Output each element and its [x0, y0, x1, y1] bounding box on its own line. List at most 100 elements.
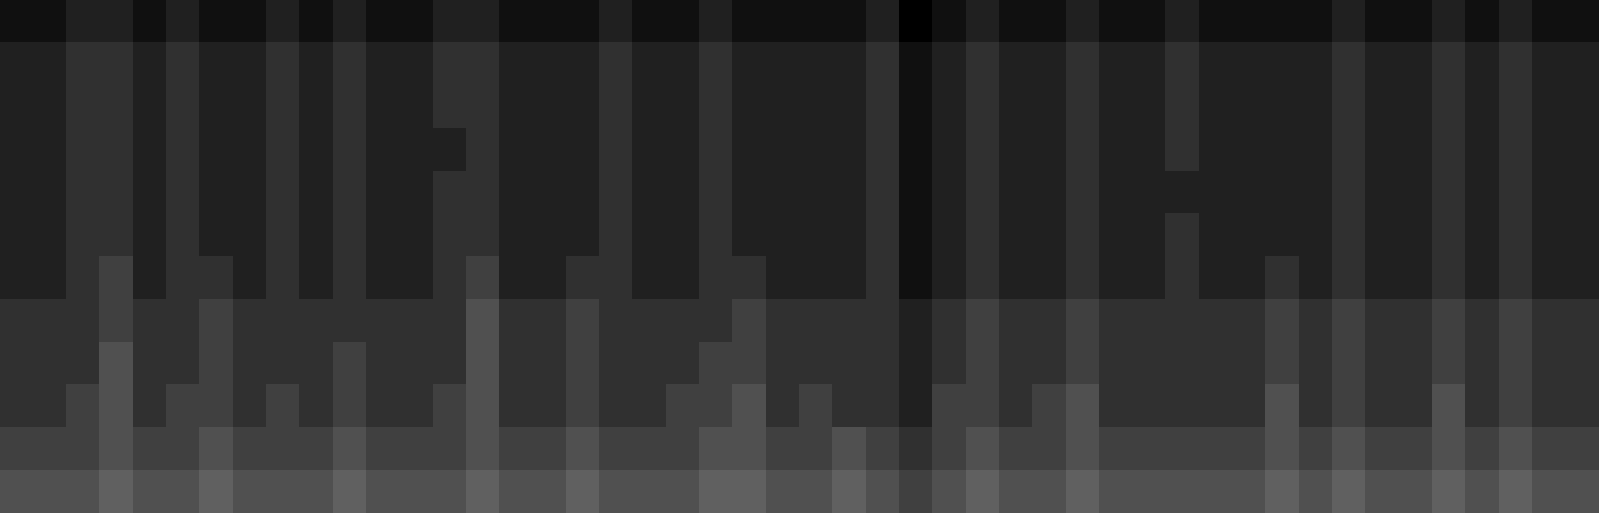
- cell: [1265, 42, 1300, 86]
- cell: [1332, 427, 1366, 471]
- cell: [99, 470, 134, 513]
- cell: [566, 171, 600, 214]
- cell: [533, 0, 567, 43]
- cell: [766, 299, 800, 343]
- cell: [366, 299, 400, 343]
- cell: [0, 85, 34, 129]
- cell: [366, 42, 400, 86]
- cell: [133, 0, 167, 43]
- cell: [1132, 427, 1166, 471]
- cell: [1165, 42, 1200, 86]
- cell: [1265, 256, 1300, 300]
- cell: [1399, 85, 1433, 129]
- cell: [1499, 171, 1533, 214]
- cell: [1365, 85, 1400, 129]
- cell: [1499, 427, 1533, 471]
- cell: [1032, 171, 1067, 214]
- cell: [399, 0, 434, 43]
- cell: [133, 384, 167, 428]
- cell: [899, 128, 933, 172]
- cell: [33, 171, 67, 214]
- cell: [499, 470, 534, 513]
- cell: [299, 342, 334, 385]
- cell: [1465, 299, 1500, 343]
- cell: [1432, 85, 1466, 129]
- cell: [1532, 128, 1566, 172]
- cell: [1066, 427, 1100, 471]
- cell: [832, 42, 867, 86]
- cell: [233, 213, 267, 257]
- cell: [433, 256, 467, 300]
- cell: [966, 256, 1000, 300]
- cell: [99, 299, 134, 343]
- cell: [1199, 470, 1233, 513]
- cell: [199, 128, 234, 172]
- cell: [866, 171, 900, 214]
- cell: [66, 384, 100, 428]
- cell: [1232, 384, 1266, 428]
- cell: [566, 427, 600, 471]
- cell: [966, 85, 1000, 129]
- cell: [1432, 299, 1466, 343]
- cell: [99, 171, 134, 214]
- cell: [599, 128, 633, 172]
- cell: [533, 213, 567, 257]
- cell: [533, 470, 567, 513]
- cell: [1265, 171, 1300, 214]
- cell: [499, 0, 534, 43]
- cell: [999, 299, 1033, 343]
- cell: [366, 470, 400, 513]
- cell: [199, 42, 234, 86]
- cell: [1399, 342, 1433, 385]
- cell: [999, 342, 1033, 385]
- cell: [266, 213, 300, 257]
- cell: [1066, 213, 1100, 257]
- cell: [832, 128, 867, 172]
- cell: [1066, 42, 1100, 86]
- cell: [1265, 470, 1300, 513]
- cell: [566, 384, 600, 428]
- cell: [299, 384, 334, 428]
- cell: [1265, 128, 1300, 172]
- cell: [1499, 213, 1533, 257]
- cell: [832, 342, 867, 385]
- cell: [0, 128, 34, 172]
- cell: [1365, 470, 1400, 513]
- cell: [599, 171, 633, 214]
- cell: [799, 85, 833, 129]
- cell: [566, 342, 600, 385]
- cell: [366, 256, 400, 300]
- cell: [1565, 171, 1599, 214]
- cell: [599, 342, 633, 385]
- cell: [66, 0, 100, 43]
- cell: [499, 299, 534, 343]
- cell: [732, 128, 767, 172]
- cell: [866, 256, 900, 300]
- cell: [799, 342, 833, 385]
- spectrogram: [0, 0, 1599, 513]
- cell: [566, 213, 600, 257]
- cell: [366, 128, 400, 172]
- cell: [99, 128, 134, 172]
- cell: [1432, 427, 1466, 471]
- cell: [666, 85, 700, 129]
- cell: [133, 256, 167, 300]
- cell: [0, 0, 34, 43]
- cell: [99, 42, 134, 86]
- cell: [466, 342, 500, 385]
- cell: [832, 256, 867, 300]
- cell: [166, 85, 200, 129]
- cell: [199, 171, 234, 214]
- cell: [1565, 213, 1599, 257]
- cell: [1199, 171, 1233, 214]
- cell: [699, 171, 733, 214]
- cell: [799, 213, 833, 257]
- cell: [399, 85, 434, 129]
- cell: [1232, 256, 1266, 300]
- cell: [1565, 299, 1599, 343]
- cell: [1432, 128, 1466, 172]
- cell: [1465, 0, 1500, 43]
- cell: [233, 342, 267, 385]
- cell: [999, 384, 1033, 428]
- cell: [1299, 171, 1333, 214]
